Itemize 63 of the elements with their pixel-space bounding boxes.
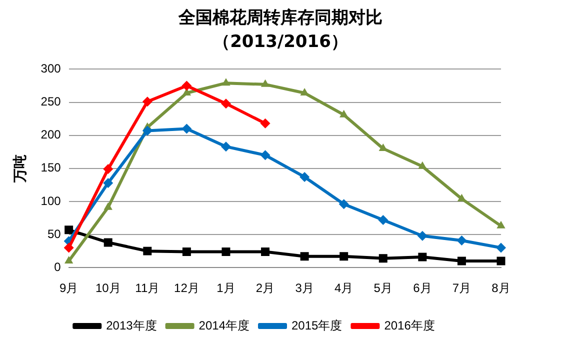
point xyxy=(300,172,310,182)
point xyxy=(182,247,191,256)
point xyxy=(220,98,231,109)
legend-label: 2016年度 xyxy=(384,318,435,332)
point xyxy=(496,256,506,266)
point xyxy=(456,235,467,246)
point xyxy=(103,178,114,188)
legend-label: 2014年度 xyxy=(198,318,250,332)
x-tick-label: 6月 xyxy=(413,281,432,296)
point xyxy=(496,220,506,228)
legend-label: 2013年度 xyxy=(106,318,157,332)
point xyxy=(260,150,270,160)
point xyxy=(142,96,152,107)
y-tick-label: 300 xyxy=(40,62,62,76)
point xyxy=(103,164,114,174)
x-tick-label: 7月 xyxy=(452,281,472,296)
chart-subtitle: （2013/2016） xyxy=(212,31,349,54)
y-tick-label: 50 xyxy=(47,226,62,241)
x-tick-label: 10月 xyxy=(95,281,121,296)
x-tick-label: 2月 xyxy=(256,281,275,296)
point xyxy=(104,202,112,210)
point xyxy=(378,254,388,263)
y-axis-title: 万吨 xyxy=(11,154,28,184)
point xyxy=(418,252,427,262)
x-tick-label: 11月 xyxy=(135,281,160,296)
point xyxy=(64,242,74,253)
point xyxy=(222,247,230,256)
point xyxy=(104,238,112,247)
y-tick-label: 100 xyxy=(40,194,62,208)
x-tick-label: 9月 xyxy=(59,281,78,296)
x-tick-label: 5月 xyxy=(374,281,392,296)
point xyxy=(64,256,74,264)
x-tick-label: 1月 xyxy=(216,281,236,296)
chart-title: 全国棉花周转库存同期对比 xyxy=(177,7,384,30)
y-tick-label: 150 xyxy=(40,160,62,175)
y-tick-label: 200 xyxy=(40,128,62,142)
point xyxy=(340,110,348,118)
x-tick-label: 4月 xyxy=(334,281,354,296)
point xyxy=(142,126,152,136)
x-tick-label: 12月 xyxy=(174,281,200,296)
point xyxy=(340,252,348,261)
point xyxy=(496,242,506,253)
point xyxy=(457,256,466,266)
y-tick-label: 0 xyxy=(54,260,62,274)
point xyxy=(182,124,192,134)
point xyxy=(417,230,428,241)
point xyxy=(220,142,231,152)
legend-label: 2015年度 xyxy=(292,318,342,332)
point xyxy=(143,246,152,256)
x-tick-label: 3月 xyxy=(295,281,314,296)
point xyxy=(222,78,230,86)
point xyxy=(260,79,270,87)
y-tick-label: 250 xyxy=(40,94,62,109)
point xyxy=(182,80,192,91)
point xyxy=(260,118,270,128)
point xyxy=(378,214,388,225)
point xyxy=(300,88,309,96)
x-tick-label: 8月 xyxy=(492,281,510,296)
point xyxy=(64,226,74,234)
point xyxy=(261,247,270,256)
point xyxy=(300,252,309,261)
point xyxy=(338,199,349,210)
point xyxy=(418,161,427,169)
